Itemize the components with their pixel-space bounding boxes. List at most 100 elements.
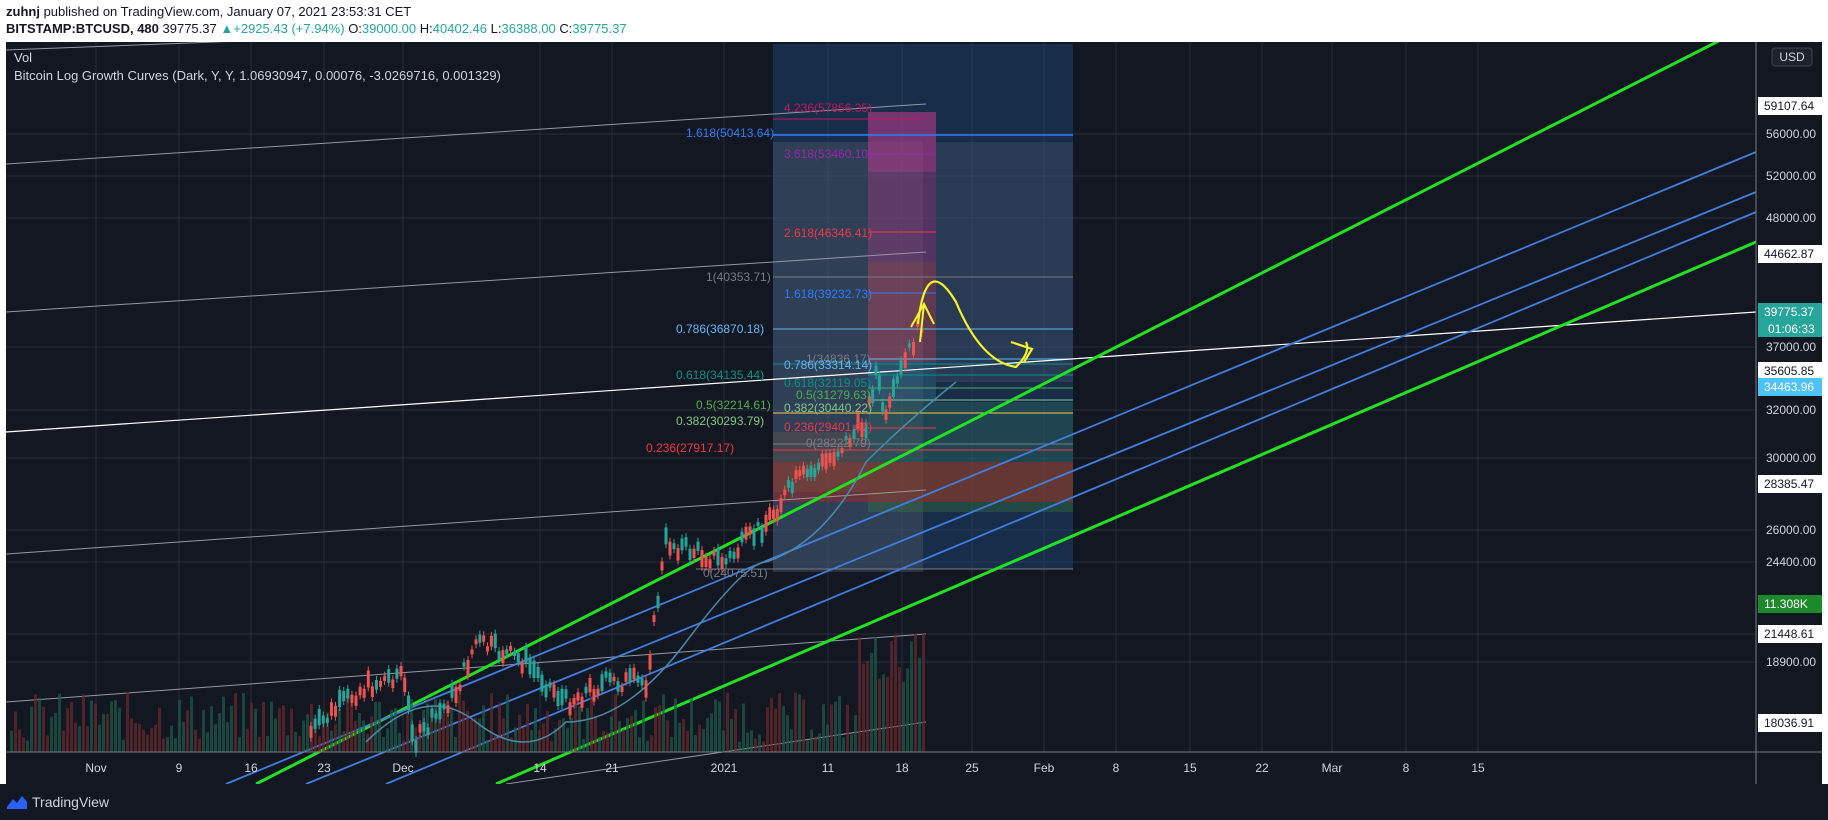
candle-body bbox=[732, 551, 736, 559]
volume-bar bbox=[706, 718, 709, 752]
volume-bar bbox=[210, 706, 213, 752]
price-axis[interactable]: 56000.00 52000.00 48000.00 37000.00 32000.00… bbox=[1766, 127, 1816, 669]
legend-vol[interactable]: Vol bbox=[14, 50, 32, 65]
candle-body bbox=[399, 666, 403, 677]
price-label-box bbox=[1758, 362, 1822, 380]
candle-body bbox=[374, 679, 378, 690]
volume-bar bbox=[494, 735, 497, 752]
volume-bar bbox=[366, 733, 369, 752]
candle-body bbox=[892, 379, 895, 397]
time-tick-label: 22 bbox=[1255, 761, 1269, 775]
fib-level-label: 0.382(30293.79) bbox=[676, 414, 764, 428]
volume-bar bbox=[642, 700, 645, 752]
candle-body bbox=[366, 670, 370, 688]
volume-bar bbox=[62, 730, 65, 752]
candle-body bbox=[828, 452, 832, 463]
candle-body bbox=[426, 727, 430, 736]
candle-body bbox=[524, 646, 528, 664]
price-label-box bbox=[1758, 595, 1822, 613]
volume-bar bbox=[478, 718, 481, 752]
price-label-text: 21448.61 bbox=[1764, 627, 1814, 641]
price-label-box bbox=[1758, 303, 1822, 321]
volume-bar bbox=[502, 718, 505, 752]
volume-bar bbox=[534, 708, 537, 752]
chart-canvas[interactable]: 4.236(57856.35) 1.618(50413.64) 3.618(5346… bbox=[5, 20, 1822, 786]
candle-body bbox=[652, 615, 656, 623]
candle-body bbox=[790, 481, 794, 494]
volume-bar bbox=[850, 734, 853, 752]
hand-drawn-projection bbox=[916, 280, 1034, 369]
volume-bar bbox=[30, 706, 33, 752]
close-value: 39775.37 bbox=[572, 21, 627, 36]
volume-bar bbox=[206, 732, 209, 752]
volume-bar bbox=[514, 727, 517, 752]
volume-bar bbox=[902, 681, 905, 752]
volume-bar bbox=[102, 714, 105, 752]
candle-body bbox=[501, 650, 505, 664]
candle-body bbox=[672, 543, 676, 550]
volume-bar bbox=[362, 720, 365, 752]
candle-body bbox=[379, 680, 383, 687]
tradingview-logo-icon[interactable] bbox=[6, 793, 28, 811]
candle-body bbox=[692, 548, 696, 559]
brand-name[interactable]: TradingView bbox=[32, 794, 110, 810]
candle-body bbox=[608, 672, 612, 683]
author-name[interactable]: zuhnj bbox=[6, 4, 40, 19]
chart-area[interactable]: 4.236(57856.35) 1.618(50413.64) 3.618(5346… bbox=[5, 20, 1822, 786]
volume-bar bbox=[754, 738, 757, 752]
candle-body bbox=[391, 679, 395, 689]
volume-bar bbox=[138, 723, 141, 752]
volume-bar bbox=[606, 732, 609, 752]
volume-bar bbox=[830, 704, 833, 752]
volume-bar bbox=[594, 715, 597, 752]
currency-button[interactable]: USD bbox=[1771, 47, 1813, 67]
volume-bar bbox=[662, 694, 665, 752]
volume-bar bbox=[130, 718, 133, 752]
volume-bar bbox=[762, 741, 765, 752]
time-tick-label: Dec bbox=[392, 761, 413, 775]
volume-bar bbox=[438, 702, 441, 752]
price-label: 21448.61 bbox=[1758, 625, 1822, 643]
volume-bar bbox=[150, 728, 153, 752]
candle-body bbox=[881, 402, 885, 412]
candle-body bbox=[548, 682, 552, 688]
volume-bar bbox=[906, 668, 909, 752]
candle-body bbox=[588, 678, 592, 693]
time-tick-label: 8 bbox=[1113, 761, 1120, 775]
candle-body bbox=[644, 680, 648, 698]
candle-body bbox=[520, 662, 524, 674]
candle-body bbox=[728, 550, 732, 559]
volume-bar bbox=[578, 706, 581, 752]
volume-bar bbox=[270, 701, 273, 752]
candle-body bbox=[329, 702, 333, 716]
fib-level-label: 2.618(46346.41) bbox=[784, 226, 872, 240]
time-tick-label: 2021 bbox=[711, 761, 738, 775]
candle-body bbox=[370, 686, 374, 697]
volume-bar bbox=[346, 693, 349, 752]
candle-body bbox=[744, 526, 748, 540]
candle-body bbox=[664, 527, 668, 545]
price-tick-label: 52000.00 bbox=[1766, 169, 1816, 183]
time-axis[interactable]: Nov 9 16 23 Dec 14 21 2021 11 18 25 Feb 8 15 22 Mar 8 15 bbox=[85, 761, 1485, 775]
volume-bar bbox=[398, 732, 401, 752]
candle-body bbox=[824, 453, 828, 470]
volume-bar bbox=[238, 737, 241, 752]
volume-bar bbox=[510, 737, 513, 752]
time-tick-label: 15 bbox=[1183, 761, 1197, 775]
volume-bar bbox=[786, 715, 789, 752]
candle-body bbox=[832, 452, 836, 466]
volume-bar bbox=[854, 715, 857, 752]
volume-bar bbox=[374, 701, 377, 752]
volume-bar bbox=[618, 721, 621, 752]
candle-body bbox=[817, 462, 820, 471]
candle-body bbox=[907, 343, 911, 348]
candle-body bbox=[820, 453, 824, 467]
candle-body bbox=[809, 465, 813, 477]
candle-body bbox=[407, 695, 410, 711]
volume-bar bbox=[702, 729, 705, 752]
volume-bar bbox=[370, 716, 373, 752]
candle-body bbox=[684, 537, 688, 547]
last-price: 39775.37 bbox=[162, 21, 217, 36]
legend-indicator[interactable]: Bitcoin Log Growth Curves (Dark, Y, Y, 1… bbox=[14, 68, 501, 83]
volume-bar bbox=[566, 728, 569, 752]
